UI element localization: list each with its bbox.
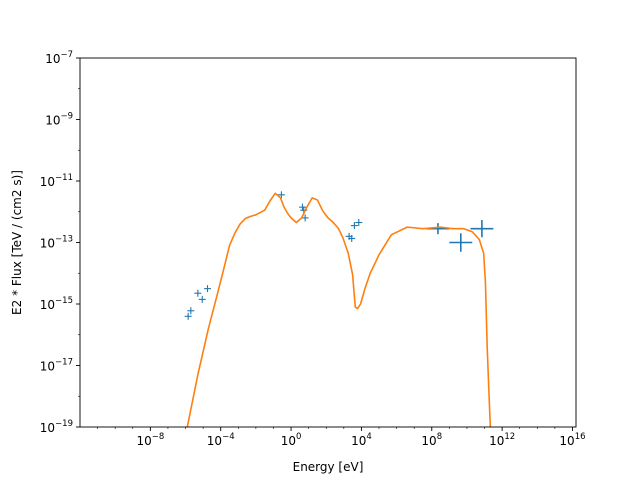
flux-data-point (187, 307, 195, 315)
y-tick-label: 10−7 (45, 50, 73, 66)
y-tick-label: 10−11 (40, 173, 73, 189)
y-tick-label: 10−13 (40, 235, 73, 251)
y-axis-label: E2 * Flux [TeV / (cm2 s)] (10, 170, 24, 315)
x-tick-label: 104 (351, 432, 372, 448)
x-tick-label: 1016 (559, 432, 585, 448)
x-axis-label: Energy [eV] (293, 460, 364, 474)
flux-errorbar-point (470, 220, 494, 238)
x-tick-label: 10−4 (207, 432, 235, 448)
y-tick-label: 10−17 (40, 358, 73, 374)
x-tick-label: 10−8 (136, 432, 164, 448)
model-curve (186, 192, 492, 427)
flux-data-point (204, 285, 212, 293)
x-tick-label: 1012 (489, 432, 515, 448)
y-tick-label: 10−15 (40, 296, 73, 312)
flux-errorbar-point (449, 233, 473, 252)
flux-data-point (184, 312, 192, 320)
x-tick-label: 100 (281, 432, 302, 448)
y-tick-label: 10−19 (40, 419, 73, 435)
flux-data-point (298, 203, 306, 211)
flux-data-point (198, 295, 206, 303)
plot-border (79, 57, 577, 428)
flux-data-point (194, 289, 202, 297)
y-tick-label: 10−9 (45, 112, 73, 128)
flux-data-point (348, 235, 356, 243)
flux-data-point (301, 214, 309, 222)
flux-data-point (277, 191, 285, 199)
x-tick-label: 108 (421, 432, 442, 448)
flux-data-point (350, 222, 358, 230)
series-layer (184, 191, 494, 427)
flux-data-point (355, 219, 363, 227)
axes-layer: 10−8 10−4 100 104 108 1012 1016 10−19 10−17 10−15… (40, 50, 586, 448)
